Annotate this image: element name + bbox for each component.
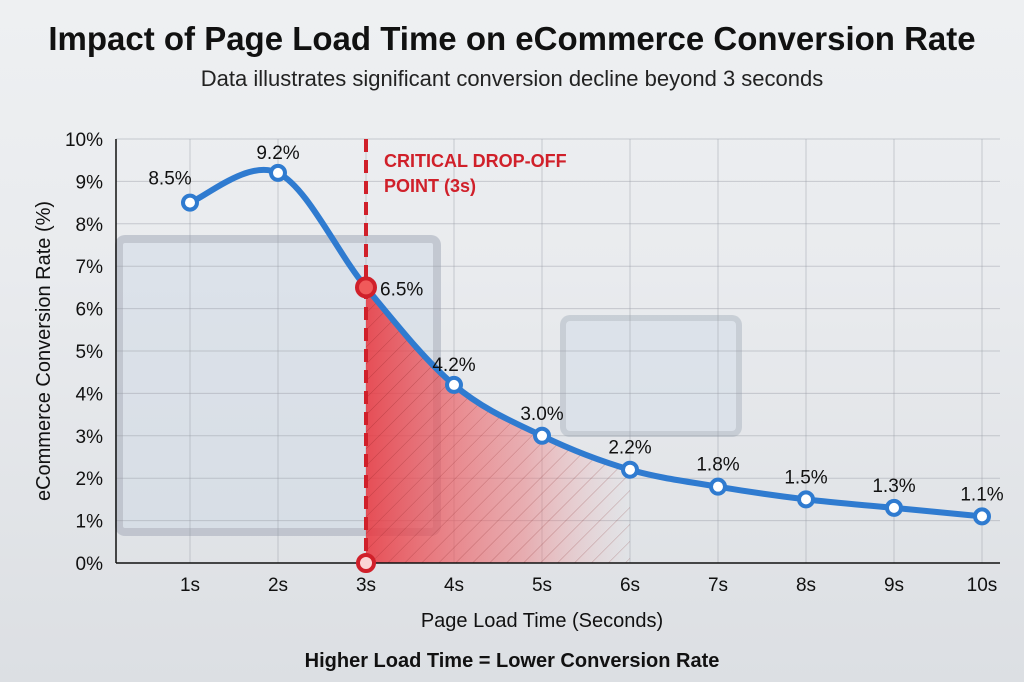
conversion-line xyxy=(187,166,985,520)
data-label: 1.8% xyxy=(696,455,739,476)
x-tick-label: 2s xyxy=(268,575,288,596)
y-tick-label: 0% xyxy=(76,554,104,575)
x-tick-label: 6s xyxy=(620,575,640,596)
y-tick-label: 5% xyxy=(76,342,104,363)
data-label: 3.0% xyxy=(520,404,563,425)
x-axis-label: Page Load Time (Seconds) xyxy=(421,610,663,632)
y-tick-label: 1% xyxy=(76,512,104,533)
annotation-line-2: POINT (3s) xyxy=(384,176,476,196)
x-tick-label: 1s xyxy=(180,575,200,596)
y-tick-label: 4% xyxy=(76,384,104,405)
chart-subtitle: Data illustrates significant conversion … xyxy=(200,66,824,91)
data-point xyxy=(797,490,815,509)
y-axis-label: eCommerce Conversion Rate (%) xyxy=(33,201,55,501)
data-point xyxy=(181,193,199,212)
critical-axis-marker xyxy=(356,553,376,573)
y-tick-label: 8% xyxy=(76,215,104,236)
y-tick-label: 9% xyxy=(76,172,104,193)
data-label: 2.2% xyxy=(608,438,651,459)
y-tick-label: 7% xyxy=(76,257,104,278)
x-tick-label: 3s xyxy=(356,575,376,596)
x-tick-label: 7s xyxy=(708,575,728,596)
data-point xyxy=(885,498,903,517)
y-tick-label: 6% xyxy=(76,300,104,321)
data-point xyxy=(973,507,991,526)
data-label: 1.1% xyxy=(960,484,1003,505)
x-tick-label: 4s xyxy=(444,575,464,596)
x-tick-label: 5s xyxy=(532,575,552,596)
data-label: 8.5% xyxy=(148,169,191,190)
data-point xyxy=(533,426,551,445)
data-label: 9.2% xyxy=(256,143,299,164)
data-label: 1.3% xyxy=(872,476,915,497)
background-tablet xyxy=(560,315,742,437)
y-tick-label: 3% xyxy=(76,427,104,448)
x-tick-label: 8s xyxy=(796,575,816,596)
data-label: 1.5% xyxy=(784,467,827,488)
critical-hatch-area xyxy=(366,287,630,563)
data-point xyxy=(445,375,463,394)
data-point xyxy=(709,477,727,496)
chart-footer: Higher Load Time = Lower Conversion Rate xyxy=(304,650,720,672)
x-tick-label: 10s xyxy=(967,575,998,596)
data-label: 4.2% xyxy=(432,355,475,376)
y-tick-label: 10% xyxy=(65,130,103,151)
data-point xyxy=(355,276,377,299)
annotation-line-1: CRITICAL DROP-OFF xyxy=(384,151,567,171)
data-label: 6.5% xyxy=(380,279,423,300)
chart-title: Impact of Page Load Time on eCommerce Co… xyxy=(48,20,976,57)
y-tick-label: 2% xyxy=(76,469,104,490)
data-point xyxy=(621,460,639,479)
data-point xyxy=(269,163,287,182)
x-tick-label: 9s xyxy=(884,575,904,596)
